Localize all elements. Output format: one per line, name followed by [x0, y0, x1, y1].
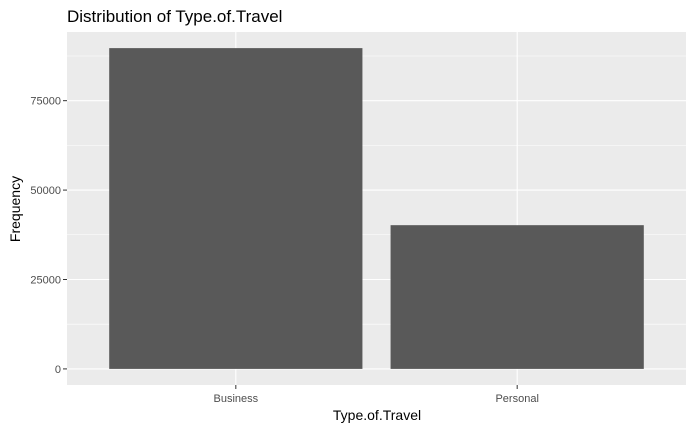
chart-title: Distribution of Type.of.Travel: [67, 7, 282, 26]
y-axis-title: Frequency: [7, 176, 23, 242]
x-axis: Business Personal: [213, 385, 539, 405]
x-axis-title: Type.of.Travel: [333, 407, 421, 423]
y-tick-label: 75000: [30, 96, 61, 108]
bar-personal: [390, 225, 644, 369]
y-axis: 0 25000 50000 75000: [30, 96, 67, 376]
y-tick-label: 50000: [30, 185, 61, 197]
x-tick-label: Business: [213, 393, 258, 405]
bars: [109, 48, 644, 369]
x-tick-label: Personal: [495, 393, 538, 405]
y-tick-label: 25000: [30, 274, 61, 286]
y-tick-label: 0: [55, 364, 61, 376]
bar-business: [109, 48, 363, 369]
